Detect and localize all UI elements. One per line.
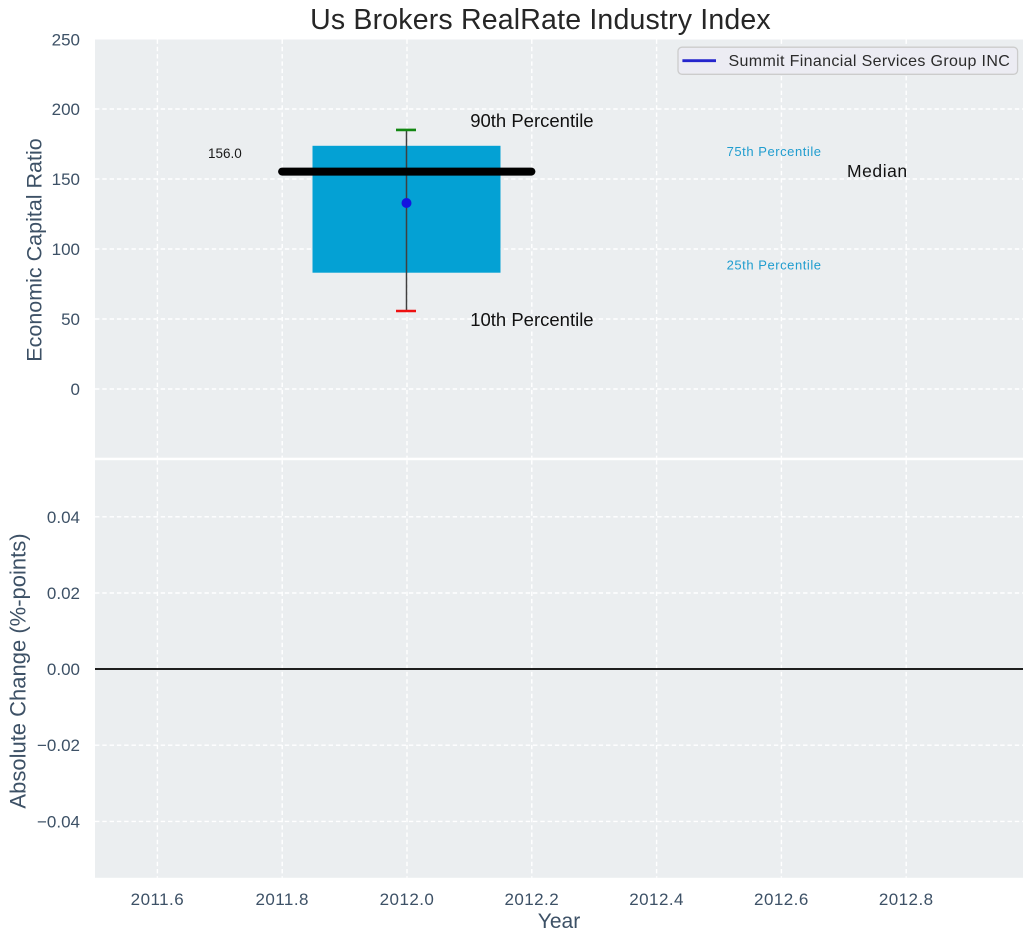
svg-text:0: 0 (71, 380, 80, 399)
svg-text:2012.2: 2012.2 (504, 890, 559, 909)
svg-text:2011.8: 2011.8 (255, 890, 308, 909)
svg-text:Summit Financial Services Grou: Summit Financial Services Group INC (729, 53, 1011, 70)
svg-text:−0.02: −0.02 (37, 736, 80, 755)
svg-text:Median: Median (847, 161, 908, 181)
svg-text:0.02: 0.02 (47, 584, 80, 603)
svg-text:200: 200 (52, 100, 80, 119)
svg-text:156.0: 156.0 (208, 146, 242, 161)
svg-text:75th Percentile: 75th Percentile (727, 144, 822, 159)
svg-text:0.04: 0.04 (47, 508, 80, 527)
svg-text:100: 100 (52, 240, 80, 259)
svg-text:Absolute Change (%-points): Absolute Change (%-points) (6, 533, 31, 808)
svg-text:90th Percentile: 90th Percentile (470, 110, 593, 131)
svg-text:50: 50 (61, 310, 80, 329)
svg-text:2011.6: 2011.6 (131, 890, 184, 909)
svg-text:Year: Year (538, 910, 580, 933)
svg-text:0.00: 0.00 (47, 660, 80, 679)
svg-text:250: 250 (52, 31, 80, 50)
svg-text:10th Percentile: 10th Percentile (470, 309, 593, 330)
svg-text:Economic Capital Ratio: Economic Capital Ratio (23, 138, 47, 362)
svg-text:Us Brokers RealRate Industry I: Us Brokers RealRate Industry Index (310, 4, 771, 36)
svg-text:2012.4: 2012.4 (629, 890, 684, 909)
svg-text:25th Percentile: 25th Percentile (727, 258, 822, 273)
svg-text:150: 150 (52, 170, 80, 189)
svg-text:2012.0: 2012.0 (380, 890, 435, 909)
svg-text:2012.6: 2012.6 (754, 890, 809, 909)
svg-text:2012.8: 2012.8 (879, 890, 934, 909)
svg-text:−0.04: −0.04 (37, 812, 80, 831)
